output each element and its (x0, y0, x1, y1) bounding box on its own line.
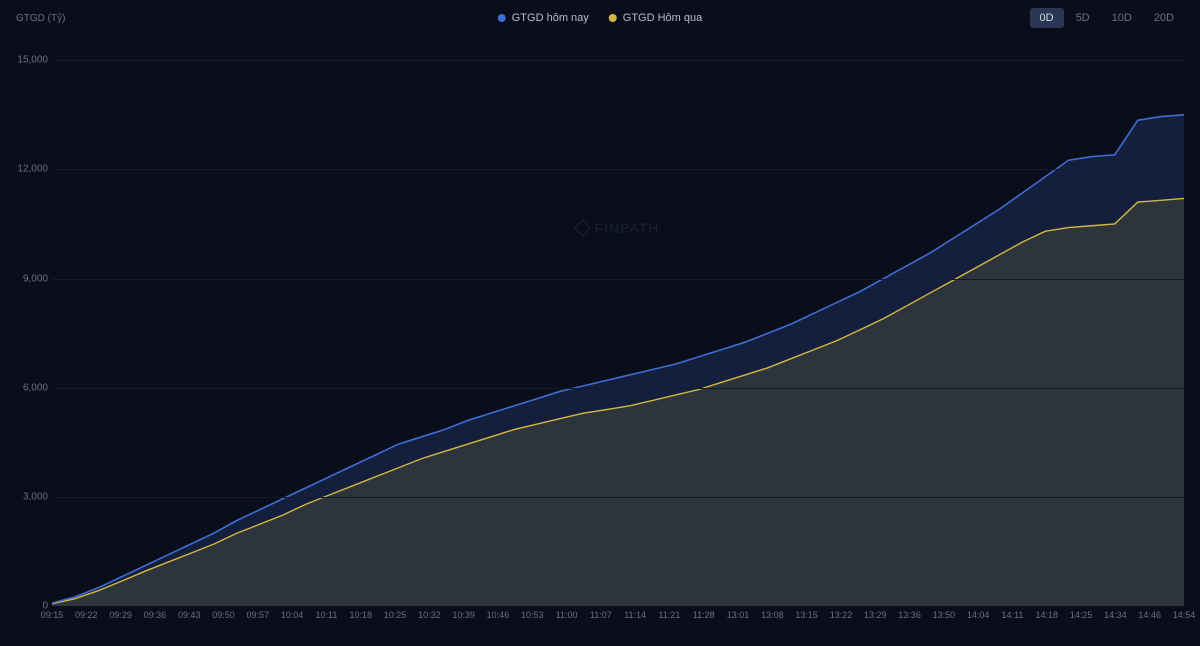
x-tick: 09:29 (109, 610, 132, 620)
legend-item-today[interactable]: GTGD hôm nay (498, 12, 589, 24)
x-tick: 13:01 (727, 610, 750, 620)
x-tick: 10:18 (349, 610, 372, 620)
x-tick: 10:53 (521, 610, 544, 620)
range-button-0d[interactable]: 0D (1030, 8, 1064, 28)
legend-item-yesterday[interactable]: GTGD Hôm qua (609, 12, 702, 24)
plot-area: FINPATH (52, 42, 1184, 606)
legend-dot-today (498, 14, 506, 22)
x-tick: 14:46 (1138, 610, 1161, 620)
grid-line (52, 169, 1184, 170)
x-tick: 11:07 (590, 610, 612, 620)
legend-label-yesterday: GTGD Hôm qua (623, 12, 702, 24)
y-tick: 3,000 (8, 491, 48, 502)
legend: GTGD hôm nay GTGD Hôm qua (498, 12, 703, 24)
range-button-5d[interactable]: 5D (1066, 8, 1100, 28)
y-axis: 03,0006,0009,00012,00015,000 (8, 42, 48, 606)
x-tick: 11:14 (624, 610, 646, 620)
x-tick: 09:15 (41, 610, 64, 620)
x-tick: 09:36 (144, 610, 167, 620)
x-tick: 09:43 (178, 610, 201, 620)
grid-line (52, 388, 1184, 389)
y-axis-title: GTGD (Tỷ) (16, 13, 65, 24)
y-tick: 9,000 (8, 273, 48, 284)
x-tick: 13:08 (761, 610, 784, 620)
x-tick: 14:11 (1002, 610, 1024, 620)
x-tick: 14:18 (1036, 610, 1059, 620)
x-tick: 13:36 (898, 610, 921, 620)
x-tick: 13:50 (933, 610, 956, 620)
x-tick: 11:00 (556, 610, 578, 620)
x-tick: 10:32 (418, 610, 441, 620)
x-tick: 10:39 (452, 610, 475, 620)
range-buttons: 0D5D10D20D (1030, 8, 1185, 28)
y-tick: 15,000 (8, 55, 48, 66)
x-tick: 14:04 (967, 610, 990, 620)
x-tick: 10:11 (315, 610, 337, 620)
x-tick: 14:54 (1173, 610, 1196, 620)
x-tick: 10:46 (487, 610, 510, 620)
x-tick: 13:22 (830, 610, 853, 620)
y-tick: 6,000 (8, 382, 48, 393)
chart-svg (52, 42, 1184, 606)
x-tick: 10:04 (281, 610, 304, 620)
x-tick: 09:22 (75, 610, 98, 620)
legend-label-today: GTGD hôm nay (512, 12, 589, 24)
x-tick: 09:50 (212, 610, 235, 620)
x-tick: 11:21 (659, 610, 681, 620)
x-tick: 10:25 (384, 610, 407, 620)
x-tick: 14:25 (1070, 610, 1093, 620)
grid-line (52, 279, 1184, 280)
range-button-20d[interactable]: 20D (1144, 8, 1184, 28)
legend-dot-yesterday (609, 14, 617, 22)
grid-line (52, 497, 1184, 498)
y-tick: 12,000 (8, 164, 48, 175)
range-button-10d[interactable]: 10D (1102, 8, 1142, 28)
x-tick: 11:28 (693, 610, 715, 620)
x-tick: 13:15 (795, 610, 818, 620)
x-axis: 09:1509:2209:2909:3609:4309:5009:5710:04… (52, 608, 1184, 628)
grid-line (52, 60, 1184, 61)
x-tick: 09:57 (247, 610, 270, 620)
x-tick: 14:34 (1104, 610, 1127, 620)
x-tick: 13:29 (864, 610, 887, 620)
